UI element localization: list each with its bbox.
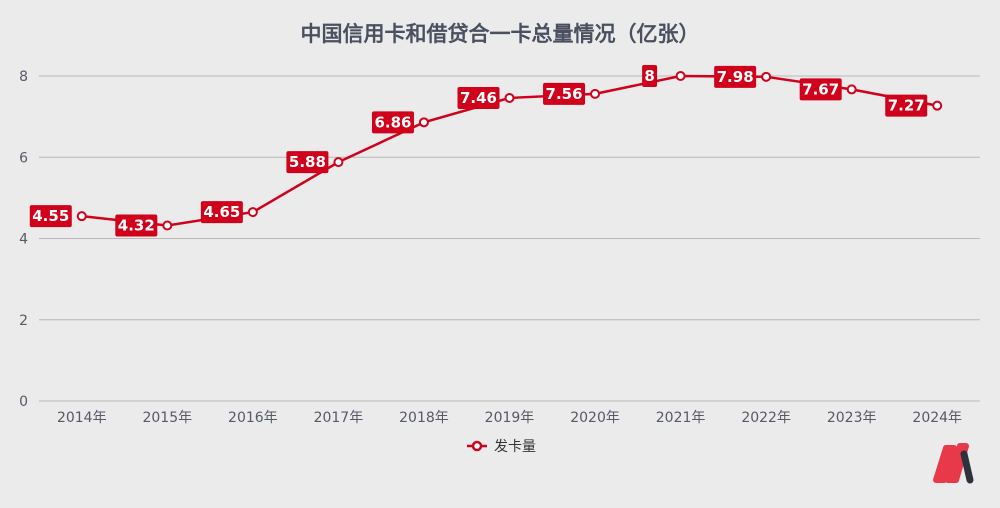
data-point (418, 117, 429, 128)
y-tick-label: 0 (19, 394, 28, 410)
data-point (247, 207, 258, 218)
x-tick-label: 2016年 (228, 410, 278, 426)
x-tick-label: 2020年 (570, 410, 620, 426)
x-tick-label: 2014年 (57, 410, 107, 426)
data-label-box (371, 111, 414, 134)
data-label-box (714, 65, 757, 88)
y-tick-label: 4 (19, 232, 28, 248)
data-label-box (200, 201, 243, 224)
chart-title: 中国信用卡和借贷合一卡总量情况（亿张） (300, 22, 700, 46)
data-point (504, 92, 515, 103)
legend-marker-icon (467, 440, 487, 452)
data-point (590, 88, 601, 99)
x-tick-label: 2024年 (912, 410, 962, 426)
y-tick-label: 2 (19, 313, 28, 329)
data-point (932, 100, 943, 111)
x-tick-label: 2021年 (656, 410, 706, 426)
data-label: 7.27 (888, 97, 925, 115)
data-label-box (543, 82, 586, 105)
data-label: 7.98 (717, 68, 754, 86)
legend-label: 发卡量 (494, 439, 536, 455)
data-point (162, 220, 173, 231)
data-point (333, 157, 344, 168)
x-tick-label: 2022年 (741, 410, 791, 426)
data-label: 4.55 (32, 207, 69, 225)
data-point (675, 71, 686, 81)
x-tick-label: 2017年 (314, 410, 364, 426)
data-label: 7.56 (546, 85, 583, 103)
data-label-box (286, 151, 329, 174)
data-label-box (115, 214, 158, 237)
data-label: 4.32 (118, 217, 155, 235)
data-point (761, 71, 772, 82)
x-tick-label: 2023年 (827, 410, 877, 426)
data-label: 7.46 (460, 89, 497, 107)
y-tick-label: 8 (19, 69, 28, 85)
x-tick-label: 2019年 (485, 410, 535, 426)
y-tick-label: 6 (19, 150, 28, 166)
data-label-box (29, 205, 72, 228)
data-point (846, 84, 857, 95)
data-label: 5.88 (289, 153, 326, 171)
data-label-box (457, 86, 500, 109)
legend[interactable]: 发卡量 (466, 436, 536, 456)
data-label-box (799, 78, 842, 101)
x-tick-label: 2015年 (142, 410, 192, 426)
data-label-box (642, 65, 658, 87)
x-tick-label: 2018年 (399, 410, 449, 426)
brand-logo-icon (933, 443, 974, 484)
data-label: 4.65 (203, 203, 240, 221)
data-point (76, 211, 87, 222)
data-label: 6.86 (374, 113, 411, 131)
data-label-box (885, 94, 928, 117)
data-label: 7.67 (802, 80, 839, 98)
data-label: 8 (644, 67, 654, 85)
